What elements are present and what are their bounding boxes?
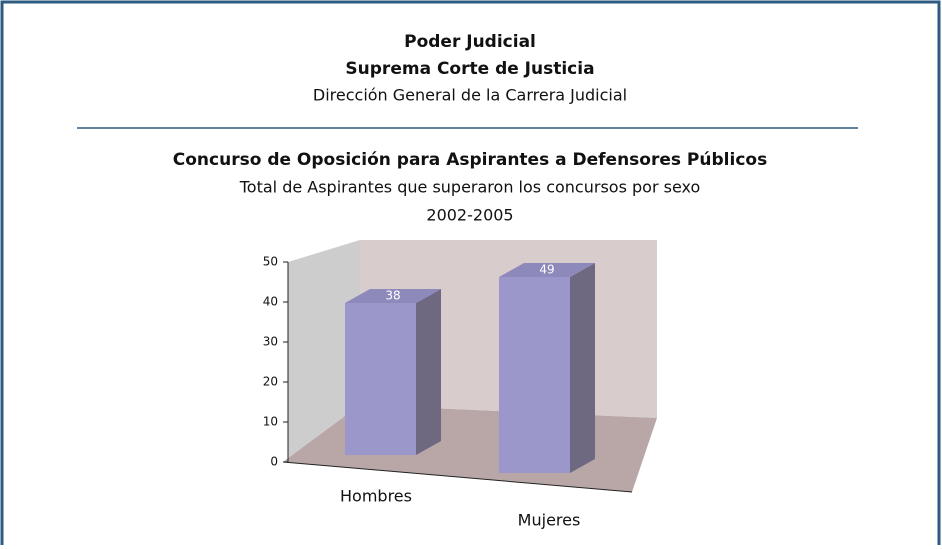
x-tick-label: Hombres <box>340 487 412 506</box>
y-tick-label: 30 <box>263 335 278 349</box>
bar <box>499 277 570 473</box>
header-subtitle: Suprema Corte de Justicia <box>345 59 594 79</box>
y-tick-label: 0 <box>270 455 278 469</box>
y-tick-label: 40 <box>263 295 278 309</box>
x-axis <box>282 461 633 493</box>
bar-side <box>416 289 441 455</box>
bar-top <box>345 289 441 303</box>
left-wall <box>288 240 360 462</box>
y-tick-label: 10 <box>263 415 278 429</box>
y-tick-label: 50 <box>263 255 278 269</box>
y-tick-label: 20 <box>263 375 278 389</box>
value-label: 38 <box>385 289 400 303</box>
header-title: Poder Judicial <box>404 32 536 52</box>
header-department: Dirección General de la Carrera Judicial <box>313 86 627 105</box>
value-label: 49 <box>539 263 554 277</box>
bar-top <box>499 263 595 277</box>
chart-subtitle: Total de Aspirantes que superaron los co… <box>239 178 701 197</box>
x-tick-label: Mujeres <box>518 511 581 530</box>
bar <box>345 303 416 455</box>
chart-title: Concurso de Oposición para Aspirantes a … <box>173 150 767 170</box>
bar-side <box>570 263 595 473</box>
chart-period: 2002-2005 <box>426 206 513 225</box>
